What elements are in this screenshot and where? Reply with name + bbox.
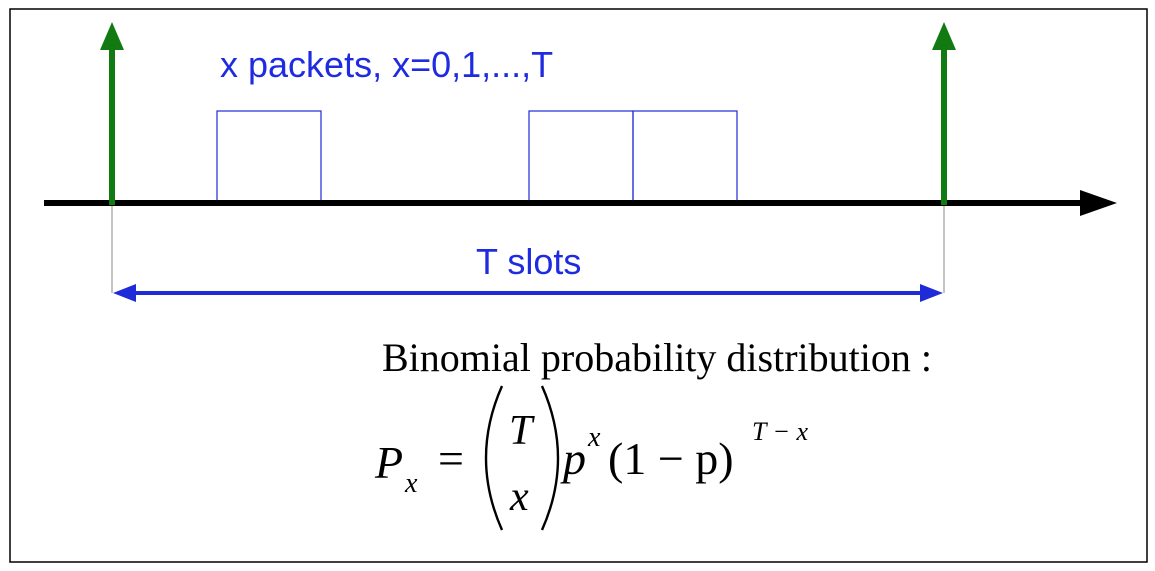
frame-end-marker — [932, 22, 956, 205]
slots-span-arrow — [113, 284, 943, 302]
formula-p-subscript: x — [404, 468, 418, 499]
formula-factor-exponent: T − x — [752, 417, 809, 446]
frame-start-marker — [100, 22, 124, 205]
binomial-left-paren — [484, 385, 504, 531]
formula-factor: (1 − p) — [608, 433, 734, 484]
formula-p: P — [374, 437, 403, 488]
binomial-formula: P x = T x p x (1 − p) T − x — [374, 385, 809, 531]
diagram-frame — [9, 8, 1148, 563]
formula-p-base: p — [560, 433, 586, 484]
binomial-top: T — [509, 408, 535, 454]
time-axis-arrowhead — [1080, 190, 1117, 216]
slots-label: T slots — [476, 241, 581, 282]
formula-p-exponent: x — [587, 422, 601, 453]
distribution-label: Binomial probability distribution : — [382, 335, 932, 380]
packets-label: x packets, x=0,1,...,T — [220, 44, 553, 85]
formula-equals: = — [438, 433, 464, 484]
binomial-right-paren — [540, 385, 560, 531]
binomial-bottom: x — [509, 474, 529, 520]
